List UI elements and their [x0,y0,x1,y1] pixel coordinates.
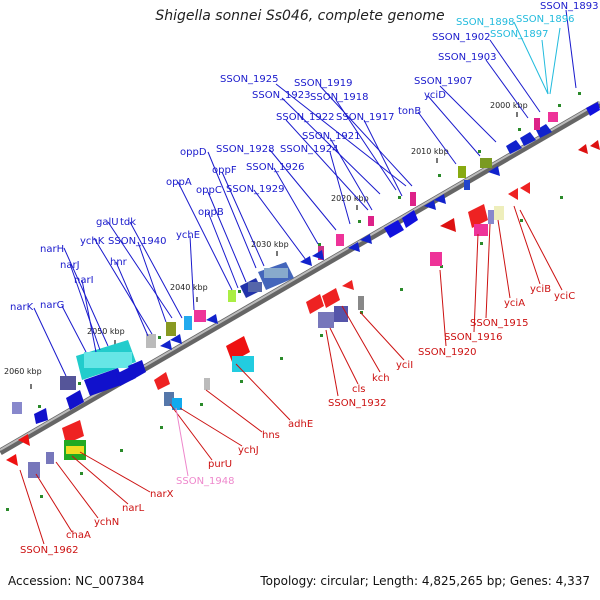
forward-leaders [33,9,577,377]
gene-label: SSON_1917 [336,112,395,123]
gene-label: narJ [60,260,80,271]
gene-label: SSON_1923 [252,90,311,101]
gene-label: SSON_1925 [220,74,279,85]
gene-label: oppF [212,165,237,176]
gene-label: oppD [180,147,207,158]
gene-label: SSON_1919 [294,78,353,89]
gene-label: SSON_1915 [470,318,529,329]
gene-label: SSON_1920 [418,347,477,358]
gene-label: SSON_1929 [226,184,285,195]
tick-label: 2050 kbp [87,327,125,336]
gene-label: SSON_1896 [516,14,575,25]
gene-label: adhE [288,419,313,430]
gene-label: SSON_1903 [438,52,497,63]
gene-label: hnr [110,257,128,268]
gene-label: hns [262,430,280,441]
gene-label: SSON_1922 [276,112,335,123]
gene-label: purU [208,459,232,470]
accession-text: Accession: NC_007384 [8,574,145,588]
gene-label: narI [74,275,94,286]
reverse-label-group: yciB yciC yciA SSON_1915 SSON_1916 SSON_… [20,284,575,556]
gene-label: yciB [530,284,551,295]
gene-label: narH [40,244,64,255]
tick-marks: 2000 kbp 2010 kbp 2020 kbp 2030 kbp 2040… [4,101,528,389]
gene-label: SSON_1948 [176,476,235,487]
tick-label: 2040 kbp [170,283,208,292]
tick-label: 2000 kbp [490,101,528,110]
gene-label: narG [40,300,64,311]
gene-label: SSON_1962 [20,545,79,556]
gene-label: yciA [504,298,525,309]
gene-label: yciC [554,291,575,302]
gene-label: yciD [424,90,446,101]
gene-label: ychK [80,236,105,247]
gene-label: narX [150,489,174,500]
gene-label: yciI [396,360,413,371]
gene-label: tdk [120,217,136,228]
pseudo-leaders [175,407,189,477]
tick-label: 2010 kbp [411,147,449,156]
gene-label: ychJ [238,445,259,456]
tick-label: 2020 kbp [331,194,369,203]
gene-label: tonB [398,106,421,117]
gene-label: SSON_1902 [432,32,491,43]
gene-label: SSON_1932 [328,398,387,409]
gene-label: SSON_1916 [444,332,503,343]
gene-label: SSON_1918 [310,92,369,103]
gene-label: SSON_1897 [490,29,549,40]
gene-label: oppC [196,185,222,196]
reverse-features [6,140,600,478]
gene-label: SSON_1921 [302,131,361,142]
gene-label: kch [372,373,390,384]
gene-label: cls [352,384,366,395]
gene-label: SSON_1940 [108,236,167,247]
tick-label: 2060 kbp [4,367,42,376]
gene-label: SSON_1893 [540,1,599,12]
forward-label-group: SSON_1893 SSON_1898 SSON_1896 SSON_1897 … [10,1,599,313]
gene-label: oppB [198,207,224,218]
gene-label: chaA [66,530,91,541]
topology-text: Topology: circular; Length: 4,825,265 bp… [260,574,590,588]
tick-label: 2030 kbp [251,240,289,249]
reverse-leaders [19,205,563,545]
gene-label: SSON_1907 [414,76,473,87]
gene-label: narL [122,503,145,514]
gene-label: ychE [176,230,200,241]
gene-label: SSON_1924 [280,144,339,155]
gene-label: SSON_1928 [216,144,275,155]
gene-label: narK [10,302,34,313]
gene-label: oppA [166,177,192,188]
gene-label: SSON_1926 [246,162,305,173]
gene-label: galU [96,217,119,228]
genome-title: Shigella sonnei Ss046, complete genome [155,8,445,24]
forward-features [12,102,600,424]
gene-label: SSON_1898 [456,17,515,28]
highlight-leaders [513,21,561,95]
gene-label: ychN [94,517,119,528]
